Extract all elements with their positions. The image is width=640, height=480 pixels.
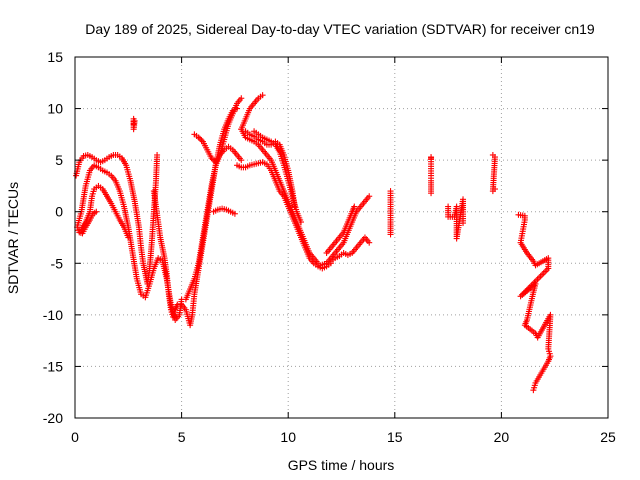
y-axis-label: SDTVAR / TECUs <box>5 182 21 294</box>
y-tick-label: 10 <box>47 101 63 117</box>
data-point <box>131 117 138 124</box>
x-tick-label: 15 <box>387 429 403 445</box>
y-tick-label: 15 <box>47 49 63 65</box>
data-point <box>238 157 245 164</box>
data-point <box>125 234 132 241</box>
data-point <box>536 274 543 281</box>
data-points <box>73 92 554 394</box>
x-tick-label: 10 <box>280 429 296 445</box>
data-point <box>542 268 549 275</box>
data-point <box>195 134 202 141</box>
y-tick-label: 5 <box>55 152 63 168</box>
x-tick-label: 20 <box>494 429 510 445</box>
x-tick-label: 0 <box>71 429 79 445</box>
x-tick-labels: 0 5 10 15 20 25 <box>71 429 616 445</box>
data-point <box>543 266 550 273</box>
chart-title: Day 189 of 2025, Sidereal Day-to-day VTE… <box>85 21 595 37</box>
data-point <box>351 203 358 210</box>
x-tick-label: 25 <box>600 429 616 445</box>
x-tick-label: 5 <box>178 429 186 445</box>
data-point <box>460 220 467 227</box>
data-point <box>208 155 215 162</box>
axis-ticks <box>74 56 609 419</box>
data-point <box>154 151 161 158</box>
plot-frame <box>74 56 609 419</box>
data-point <box>540 270 547 277</box>
data-point <box>539 271 546 278</box>
y-tick-label: 0 <box>55 204 63 220</box>
data-point <box>537 273 544 280</box>
data-point <box>428 190 435 197</box>
data-point <box>297 219 304 226</box>
data-point <box>366 239 373 246</box>
data-point <box>492 186 499 193</box>
data-point <box>366 193 373 200</box>
y-tick-label: -15 <box>43 358 63 374</box>
x-axis-label: GPS time / hours <box>288 457 395 473</box>
data-point <box>259 92 266 99</box>
y-tick-labels: -20 -15 -10 -5 0 5 10 15 <box>43 49 63 426</box>
data-point <box>209 156 216 163</box>
data-point <box>198 137 205 144</box>
data-point <box>197 135 204 142</box>
data-point <box>93 208 100 215</box>
data-point <box>231 210 238 217</box>
data-point <box>530 387 537 394</box>
y-tick-label: -20 <box>43 410 63 426</box>
y-tick-label: -5 <box>51 255 64 271</box>
data-point <box>238 95 245 102</box>
data-point <box>387 231 394 238</box>
y-tick-label: -10 <box>43 307 63 323</box>
